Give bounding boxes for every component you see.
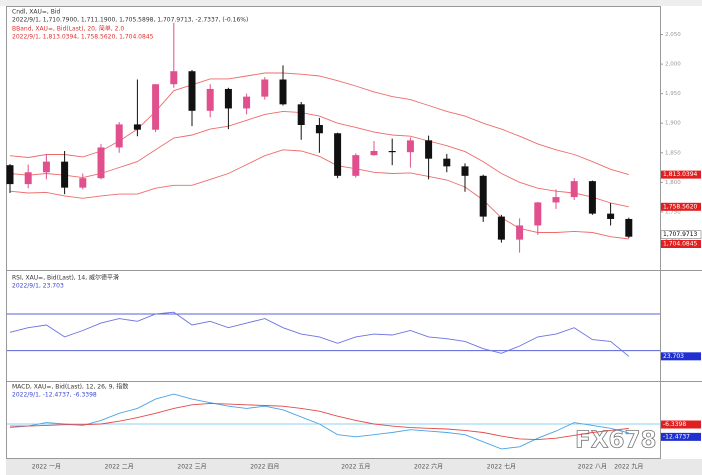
price-tag-label: 23.703 — [663, 353, 684, 360]
macd-line — [9, 393, 629, 450]
band-line — [9, 149, 629, 240]
x-axis-bar — [6, 459, 702, 475]
x-tick-label: 2022 一月 — [32, 464, 61, 471]
price-tag-label: 1,758.5620 — [663, 203, 698, 210]
candle-body — [443, 158, 451, 167]
candle-body — [42, 161, 50, 173]
candle-body — [297, 104, 305, 125]
legend-title: MACD, XAU=, Bid(Last), 12, 26, 9, 指数 — [12, 383, 128, 391]
x-tick-label: 2022 三月 — [177, 464, 206, 471]
candle-body — [388, 151, 396, 153]
candle-body — [6, 165, 14, 185]
band-line — [9, 110, 629, 208]
x-tick-label: 2022 二月 — [105, 464, 134, 471]
candle-body — [425, 140, 433, 159]
y-tick-label: 2,050 — [665, 32, 681, 38]
candle-body — [516, 225, 524, 240]
price-tag — [661, 420, 701, 429]
candle-body — [497, 216, 505, 240]
y-tick-label: 1,950 — [665, 91, 681, 97]
legend-title: Cndl, XAU=, Bid — [12, 9, 61, 16]
y-tick-label: 1,750 — [665, 209, 681, 215]
candle-body — [534, 202, 542, 226]
candle-body — [152, 84, 160, 130]
y-tick-label: 1,900 — [665, 121, 681, 127]
candle-body — [188, 71, 196, 111]
candle-body — [115, 124, 123, 148]
candle-body — [406, 140, 414, 153]
price-tag — [660, 230, 702, 239]
x-tick-label: 2022 六月 — [414, 463, 443, 471]
x-tick-label: 2022 七月 — [487, 463, 516, 471]
price-tag — [661, 432, 701, 441]
candle-body — [570, 181, 578, 198]
rsi-line — [9, 311, 630, 357]
x-tick-label: 2022 四月 — [250, 464, 279, 471]
price-tag — [661, 239, 701, 248]
legend-detail: 2022/9/1, 23.703 — [12, 283, 64, 290]
candle-body — [334, 133, 342, 176]
legend-title: RSI, XAU=, Bid(Last), 14, 威尔德平滑 — [12, 274, 119, 282]
price-tag — [661, 170, 701, 179]
candle-body — [461, 166, 469, 176]
candle-body — [224, 88, 232, 109]
x-tick-label: 2022 八月 — [578, 464, 607, 471]
candle-body — [133, 124, 141, 130]
price-tag-label: 1,813.0394 — [663, 171, 698, 178]
y-tick-label: 1,850 — [665, 150, 681, 156]
macd-line — [10, 402, 629, 441]
candle-body — [170, 71, 178, 85]
legend-detail: 2022/9/1, 1,710.7900, 1,711.1900, 1,705.… — [12, 17, 248, 24]
candle-body — [607, 213, 615, 219]
price-tag-label: -12.4737 — [663, 433, 690, 440]
candle-body — [279, 79, 287, 105]
price-tag — [661, 202, 701, 211]
band-line — [9, 72, 629, 176]
candle-body — [352, 155, 360, 176]
price-tag-label: -6.3398 — [663, 421, 686, 428]
candle-body — [243, 96, 251, 109]
candle-body — [206, 88, 214, 111]
candle-body — [625, 218, 633, 237]
price-tag-label: 1,704.0845 — [663, 240, 698, 247]
y-tick-label: 2,000 — [665, 62, 681, 68]
legend-detail: 2022/9/1, -12.4737, -6.3398 — [12, 392, 97, 399]
candle-body — [552, 197, 560, 203]
price-tag-label: 1,707.9713 — [663, 231, 698, 238]
header-bar — [0, 0, 702, 6]
candle-body — [97, 147, 105, 179]
candle-body — [79, 178, 87, 188]
price-tag — [661, 352, 701, 361]
candle-body — [61, 161, 69, 188]
candle-body — [588, 181, 596, 214]
x-tick-label: 2022 五月 — [341, 464, 370, 471]
candle-body — [479, 175, 487, 217]
candle-body — [315, 125, 323, 134]
watermark: FX678 — [575, 428, 656, 454]
y-tick-label: 1,800 — [665, 180, 681, 186]
plot-frame — [6, 6, 661, 459]
candle-body — [261, 79, 269, 97]
legend-detail: 2022/9/1, 1,813.0394, 1,758.5620, 1,704.… — [12, 34, 154, 41]
candle-body — [24, 172, 32, 185]
candle-body — [370, 151, 378, 156]
x-tick-label: 2022 九月 — [614, 463, 643, 471]
legend-title: BBand, XAU=, Bid(Last), 20, 简单, 2.0 — [12, 25, 124, 33]
